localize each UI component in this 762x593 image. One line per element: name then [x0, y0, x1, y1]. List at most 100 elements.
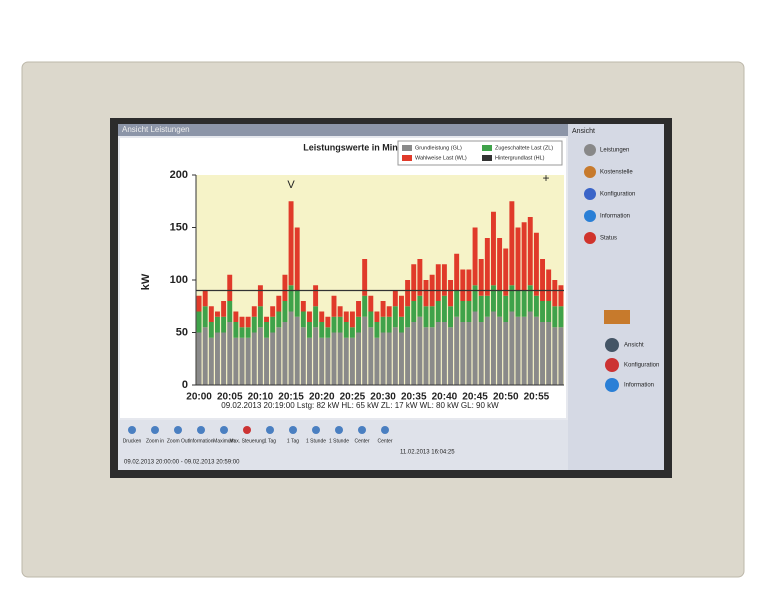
sidebar-icon: [604, 310, 630, 324]
sidebar-item[interactable]: Status: [600, 236, 617, 242]
toolbar-icon[interactable]: [335, 426, 343, 434]
bar-segment: [546, 301, 551, 322]
bar-segment: [270, 306, 275, 317]
bar-segment: [344, 312, 349, 323]
bar-segment: [509, 312, 514, 386]
bar-segment: [466, 270, 471, 302]
sidebar-icon[interactable]: [584, 232, 596, 244]
bar-segment: [430, 306, 435, 327]
toolbar-icon[interactable]: [243, 426, 251, 434]
bar-segment: [246, 327, 251, 338]
toolbar-button[interactable]: 1 Stunde: [329, 438, 349, 444]
bar-segment: [558, 306, 563, 327]
toolbar-button[interactable]: Max. Steuerung: [229, 438, 265, 444]
bar-segment: [197, 333, 202, 386]
bar-segment: [332, 333, 337, 386]
toolbar-button[interactable]: Information: [188, 438, 213, 444]
sidebar-item[interactable]: Information: [600, 214, 630, 220]
bar-segment: [534, 317, 539, 385]
sidebar-icon[interactable]: [605, 358, 619, 372]
toolbar-icon[interactable]: [128, 426, 136, 434]
bar-segment: [289, 201, 294, 285]
bar-segment: [448, 306, 453, 327]
toolbar-icon[interactable]: [358, 426, 366, 434]
sidebar-item[interactable]: Konfiguration: [600, 192, 635, 198]
toolbar-button[interactable]: 1 Stunde: [306, 438, 326, 444]
sidebar-icon[interactable]: [605, 338, 619, 352]
bar-segment: [276, 312, 281, 328]
toolbar-icon[interactable]: [312, 426, 320, 434]
toolbar-icon[interactable]: [197, 426, 205, 434]
bar-segment: [295, 228, 300, 291]
toolbar-button[interactable]: Drucken: [123, 438, 142, 444]
bar-segment: [473, 312, 478, 386]
toolbar-icon[interactable]: [174, 426, 182, 434]
x-tick-label: 20:10: [248, 392, 274, 403]
toolbar-button[interactable]: 1 Tag: [287, 438, 299, 444]
toolbar-icon[interactable]: [151, 426, 159, 434]
bar-segment: [442, 322, 447, 385]
bar-segment: [448, 280, 453, 306]
bar-segment: [516, 228, 521, 291]
toolbar-button[interactable]: Zoom Out: [167, 438, 190, 444]
bar-segment: [368, 312, 373, 328]
x-tick-label: 20:50: [493, 392, 519, 403]
toolbar-icon[interactable]: [220, 426, 228, 434]
bar-segment: [356, 317, 361, 333]
legend-label: Zugeschaltete Last (ZL): [495, 145, 553, 151]
bar-segment: [417, 296, 422, 317]
sidebar-item[interactable]: Konfiguration: [624, 363, 659, 369]
bar-segment: [454, 317, 459, 385]
legend-swatch: [482, 145, 492, 151]
sidebar-item[interactable]: Ansicht: [624, 343, 644, 349]
bar-segment: [491, 212, 496, 286]
sidebar-item[interactable]: Leistungen: [600, 148, 629, 154]
bar-segment: [203, 327, 208, 385]
bar-segment: [227, 301, 232, 322]
bar-segment: [393, 327, 398, 385]
bar-segment: [264, 322, 269, 338]
legend-label: Grundleistung (GL): [415, 145, 462, 151]
x-tick-label: 20:05: [217, 392, 243, 403]
sidebar-icon[interactable]: [605, 378, 619, 392]
bar-segment: [362, 317, 367, 385]
bar-segment: [319, 322, 324, 338]
sidebar-icon[interactable]: [584, 188, 596, 200]
bar-segment: [325, 327, 330, 338]
bar-segment: [313, 306, 318, 327]
bar-segment: [497, 291, 502, 317]
bar-segment: [338, 317, 343, 333]
toolbar-button[interactable]: Zoom in: [146, 438, 164, 444]
bar-segment: [362, 296, 367, 317]
toolbar-icon[interactable]: [266, 426, 274, 434]
toolbar-button[interactable]: Center: [377, 438, 392, 444]
x-tick-label: 20:35: [401, 392, 427, 403]
sidebar-icon[interactable]: [584, 144, 596, 156]
bar-segment: [252, 333, 257, 386]
bar-segment: [534, 233, 539, 296]
bar-segment: [399, 296, 404, 317]
bar-segment: [485, 238, 490, 296]
bar-segment: [411, 301, 416, 322]
sidebar-item[interactable]: Information: [624, 383, 654, 389]
y-tick-label: 150: [170, 221, 188, 233]
x-tick-label: 20:20: [309, 392, 335, 403]
toolbar-button[interactable]: 1 Tag: [264, 438, 276, 444]
bar-segment: [282, 322, 287, 385]
bar-segment: [503, 249, 508, 296]
sidebar-icon[interactable]: [584, 210, 596, 222]
sidebar-icon[interactable]: [584, 166, 596, 178]
x-tick-label: 20:25: [340, 392, 366, 403]
toolbar-button[interactable]: Center: [354, 438, 369, 444]
bar-segment: [399, 317, 404, 333]
toolbar-icon[interactable]: [381, 426, 389, 434]
bar-segment: [466, 301, 471, 322]
bar-segment: [252, 317, 257, 333]
bar-segment: [442, 296, 447, 322]
toolbar-icon[interactable]: [289, 426, 297, 434]
bar-segment: [374, 312, 379, 323]
bar-segment: [546, 270, 551, 302]
bar-segment: [503, 322, 508, 385]
bar-segment: [399, 333, 404, 386]
sidebar-item[interactable]: Kostenstelle: [600, 170, 633, 176]
